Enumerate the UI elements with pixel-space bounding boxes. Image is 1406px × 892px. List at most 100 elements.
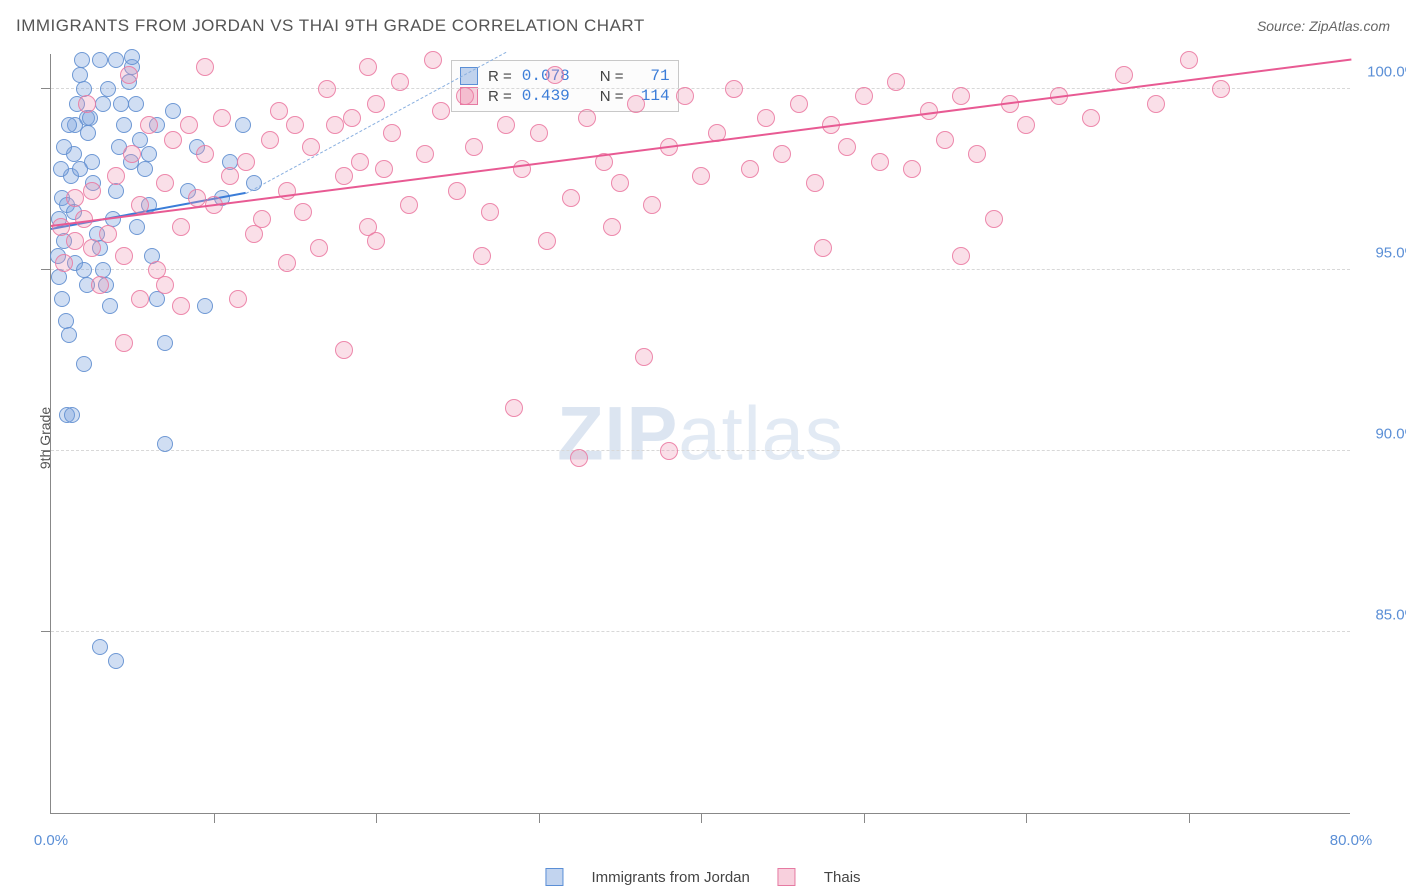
n-label: N = <box>600 88 624 105</box>
data-point-thai <box>432 102 450 120</box>
data-point-thai <box>530 124 548 142</box>
data-point-thai <box>123 145 141 163</box>
data-point-thai <box>115 247 133 265</box>
data-point-thai <box>546 66 564 84</box>
data-point-thai <box>180 116 198 134</box>
data-point-jordan <box>137 161 153 177</box>
data-point-thai <box>99 225 117 243</box>
gridline <box>51 450 1350 451</box>
data-point-thai <box>78 95 96 113</box>
data-point-thai <box>91 276 109 294</box>
data-point-thai <box>806 174 824 192</box>
data-point-thai <box>456 87 474 105</box>
data-point-thai <box>725 80 743 98</box>
data-point-jordan <box>58 313 74 329</box>
data-point-thai <box>351 153 369 171</box>
data-point-jordan <box>61 327 77 343</box>
data-point-thai <box>985 210 1003 228</box>
data-point-thai <box>692 167 710 185</box>
data-point-jordan <box>108 52 124 68</box>
data-point-thai <box>424 51 442 69</box>
x-axis-label-value: 80.0% <box>1330 832 1373 849</box>
data-point-thai <box>391 73 409 91</box>
data-point-jordan <box>64 407 80 423</box>
chart-plot-area: ZIPatlas R = 0.078 N = 71 R = 0.439 N = … <box>50 54 1350 814</box>
data-point-thai <box>310 239 328 257</box>
data-point-thai <box>513 160 531 178</box>
data-point-thai <box>871 153 889 171</box>
data-point-thai <box>229 290 247 308</box>
data-point-jordan <box>56 139 72 155</box>
data-point-thai <box>660 442 678 460</box>
data-point-jordan <box>129 219 145 235</box>
gridline <box>51 269 1350 270</box>
data-point-jordan <box>72 67 88 83</box>
data-point-thai <box>172 297 190 315</box>
legend-label-jordan: Immigrants from Jordan <box>591 869 749 886</box>
data-point-thai <box>383 124 401 142</box>
thai-r-value: 0.439 <box>522 87 570 105</box>
data-point-thai <box>1212 80 1230 98</box>
data-point-thai <box>635 348 653 366</box>
data-point-thai <box>375 160 393 178</box>
data-point-thai <box>400 196 418 214</box>
data-point-thai <box>359 58 377 76</box>
y-tick-mark <box>41 269 51 270</box>
data-point-thai <box>335 167 353 185</box>
data-point-thai <box>107 167 125 185</box>
x-tick-mark <box>1026 813 1027 823</box>
y-tick-label: 95.0% <box>1375 245 1406 262</box>
data-point-thai <box>1147 95 1165 113</box>
stats-row-jordan: R = 0.078 N = 71 <box>460 67 670 85</box>
y-tick-mark <box>41 88 51 89</box>
data-point-jordan <box>76 262 92 278</box>
data-point-jordan <box>128 96 144 112</box>
data-point-thai <box>790 95 808 113</box>
data-point-thai <box>741 160 759 178</box>
data-point-thai <box>326 116 344 134</box>
source-label: Source: <box>1257 18 1305 34</box>
x-tick-mark <box>214 813 215 823</box>
data-point-jordan <box>74 52 90 68</box>
x-tick-mark <box>539 813 540 823</box>
data-point-jordan <box>108 653 124 669</box>
legend-swatch-thai <box>778 868 796 886</box>
trend-line <box>51 58 1351 227</box>
y-tick-mark <box>41 631 51 632</box>
data-point-thai <box>505 399 523 417</box>
source-name: ZipAtlas.com <box>1309 18 1390 34</box>
data-point-thai <box>1180 51 1198 69</box>
data-point-thai <box>66 189 84 207</box>
data-point-thai <box>286 116 304 134</box>
data-point-thai <box>603 218 621 236</box>
data-point-thai <box>83 239 101 257</box>
data-point-thai <box>213 109 231 127</box>
data-point-jordan <box>61 117 77 133</box>
data-point-jordan <box>141 146 157 162</box>
chart-source: Source: ZipAtlas.com <box>1257 18 1390 34</box>
data-point-thai <box>814 239 832 257</box>
data-point-thai <box>367 95 385 113</box>
watermark: ZIPatlas <box>557 390 844 477</box>
data-point-jordan <box>197 298 213 314</box>
data-point-jordan <box>72 161 88 177</box>
data-point-thai <box>278 254 296 272</box>
data-point-thai <box>335 341 353 359</box>
data-point-jordan <box>235 117 251 133</box>
y-tick-label: 90.0% <box>1375 426 1406 443</box>
y-tick-label: 85.0% <box>1375 607 1406 624</box>
data-point-jordan <box>124 49 140 65</box>
data-point-jordan <box>76 356 92 372</box>
data-point-thai <box>1017 116 1035 134</box>
data-point-thai <box>172 218 190 236</box>
x-tick-mark <box>1189 813 1190 823</box>
data-point-thai <box>497 116 515 134</box>
data-point-thai <box>562 189 580 207</box>
n-label: N = <box>600 68 624 85</box>
data-point-thai <box>936 131 954 149</box>
data-point-thai <box>627 95 645 113</box>
data-point-thai <box>131 196 149 214</box>
x-axis-label-value: 0.0% <box>34 832 68 849</box>
jordan-n-value: 71 <box>634 67 670 85</box>
data-point-thai <box>570 449 588 467</box>
